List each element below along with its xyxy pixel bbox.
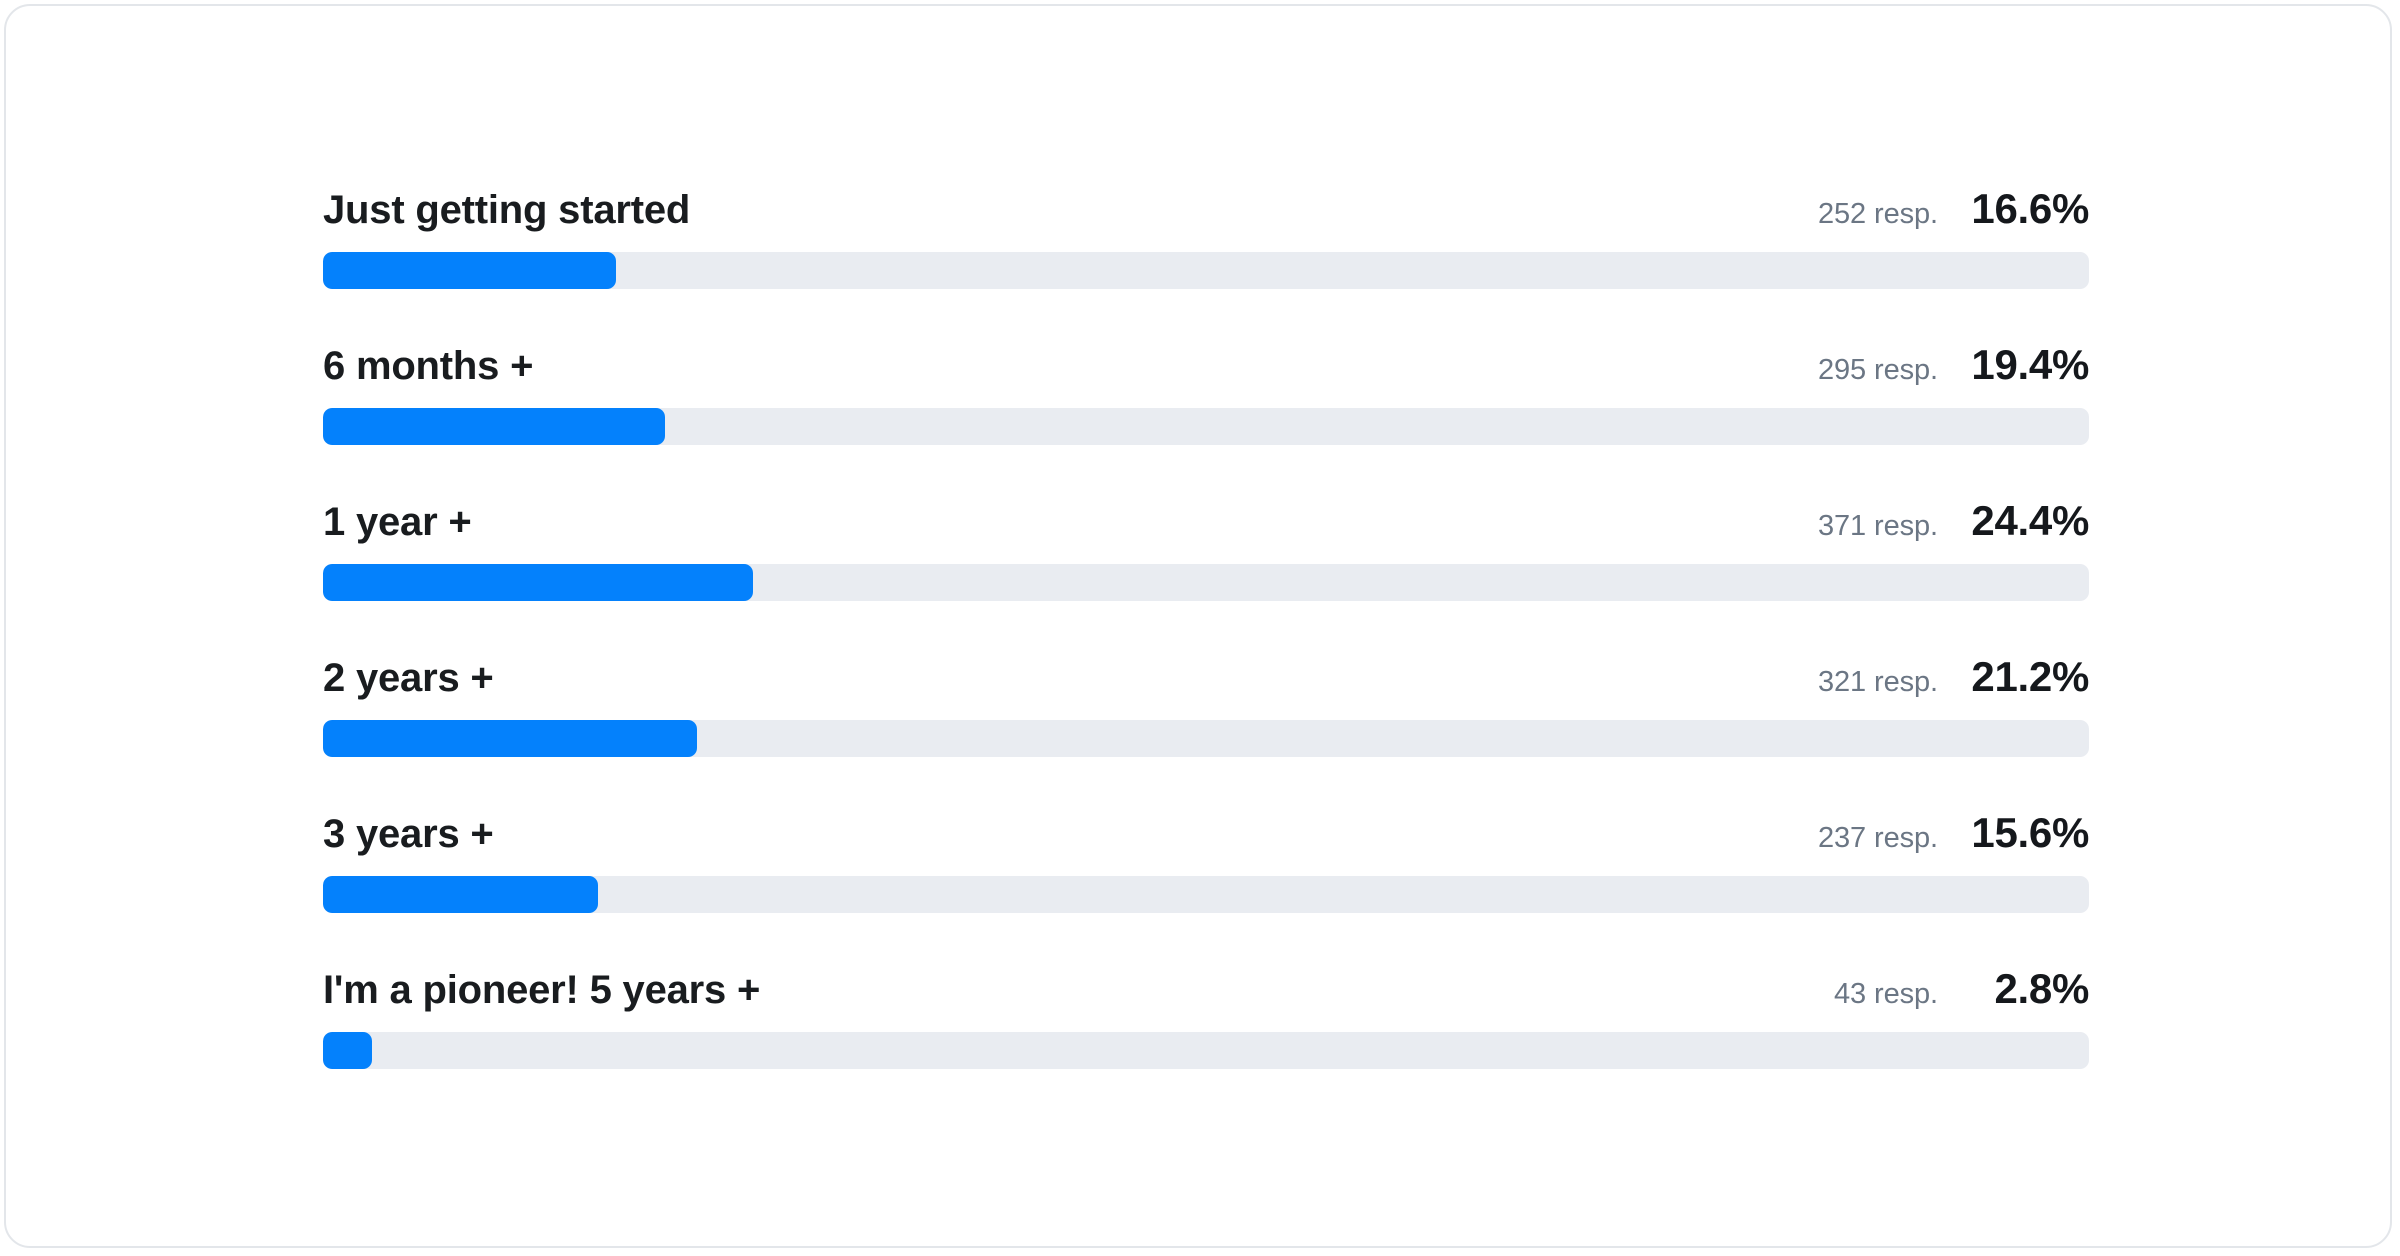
bar-fill xyxy=(323,720,697,757)
bar-row-values: 371 resp. 24.4% xyxy=(1818,500,2089,542)
bar-row-percentage: 19.4% xyxy=(1971,341,2089,388)
bar-row-values: 321 resp. 21.2% xyxy=(1818,656,2089,698)
bar-row-label: Just getting started xyxy=(323,188,691,232)
bar-row-label: 3 years + xyxy=(323,812,494,856)
bar-row-label: I'm a pioneer! 5 years + xyxy=(323,968,761,1012)
bar-row-response-count: 321 resp. xyxy=(1817,666,1938,698)
bar-row-percentage: 16.6% xyxy=(1971,185,2089,232)
bar-row-header: Just getting started 252 resp. 16.6% xyxy=(323,174,2089,232)
bar-row-header: 6 months + 295 resp. 19.4% xyxy=(323,330,2089,388)
bar-track xyxy=(323,1032,2089,1069)
bar-row-header: 3 years + 237 resp. 15.6% xyxy=(323,798,2089,856)
bar-row-values: 43 resp. 2.8% xyxy=(1834,968,2089,1010)
bar-fill xyxy=(323,408,665,445)
bar-row[interactable]: Just getting started 252 resp. 16.6% xyxy=(323,174,2089,330)
bar-row[interactable]: 6 months + 295 resp. 19.4% xyxy=(323,330,2089,486)
bar-fill xyxy=(323,252,616,289)
bar-row-values: 237 resp. 15.6% xyxy=(1818,812,2089,854)
bar-track xyxy=(323,876,2089,913)
bar-track xyxy=(323,408,2089,445)
bar-row-percentage: 24.4% xyxy=(1971,497,2089,544)
bar-row-response-count: 295 resp. xyxy=(1817,354,1938,386)
survey-results-card: Just getting started 252 resp. 16.6% 6 mont… xyxy=(4,4,2392,1248)
bar-row-response-count: 237 resp. xyxy=(1817,822,1938,854)
bar-row-label: 1 year + xyxy=(323,500,472,544)
bar-row-response-count: 252 resp. xyxy=(1817,198,1938,230)
bar-row[interactable]: I'm a pioneer! 5 years + 43 resp. 2.8% xyxy=(323,954,2089,1110)
bar-row-label: 6 months + xyxy=(323,344,534,388)
bar-row-response-count: 43 resp. xyxy=(1834,978,1938,1010)
bar-fill xyxy=(323,1032,372,1069)
bar-track xyxy=(323,720,2089,757)
bar-row-response-count: 371 resp. xyxy=(1817,510,1938,542)
bar-fill xyxy=(323,876,598,913)
bar-row[interactable]: 1 year + 371 resp. 24.4% xyxy=(323,486,2089,642)
bar-fill xyxy=(323,564,753,601)
horizontal-bar-chart: Just getting started 252 resp. 16.6% 6 mont… xyxy=(323,174,2089,1110)
bar-row-values: 295 resp. 19.4% xyxy=(1818,344,2089,386)
bar-row-values: 252 resp. 16.6% xyxy=(1818,188,2089,230)
bar-track xyxy=(323,252,2089,289)
bar-row-header: 1 year + 371 resp. 24.4% xyxy=(323,486,2089,544)
bar-row-percentage: 2.8% xyxy=(1994,965,2089,1012)
bar-row-header: 2 years + 321 resp. 21.2% xyxy=(323,642,2089,700)
bar-track xyxy=(323,564,2089,601)
bar-row[interactable]: 2 years + 321 resp. 21.2% xyxy=(323,642,2089,798)
bar-row[interactable]: 3 years + 237 resp. 15.6% xyxy=(323,798,2089,954)
bar-row-percentage: 21.2% xyxy=(1971,653,2089,700)
bar-row-percentage: 15.6% xyxy=(1971,809,2089,856)
bar-row-label: 2 years + xyxy=(323,656,494,700)
bar-row-header: I'm a pioneer! 5 years + 43 resp. 2.8% xyxy=(323,954,2089,1012)
